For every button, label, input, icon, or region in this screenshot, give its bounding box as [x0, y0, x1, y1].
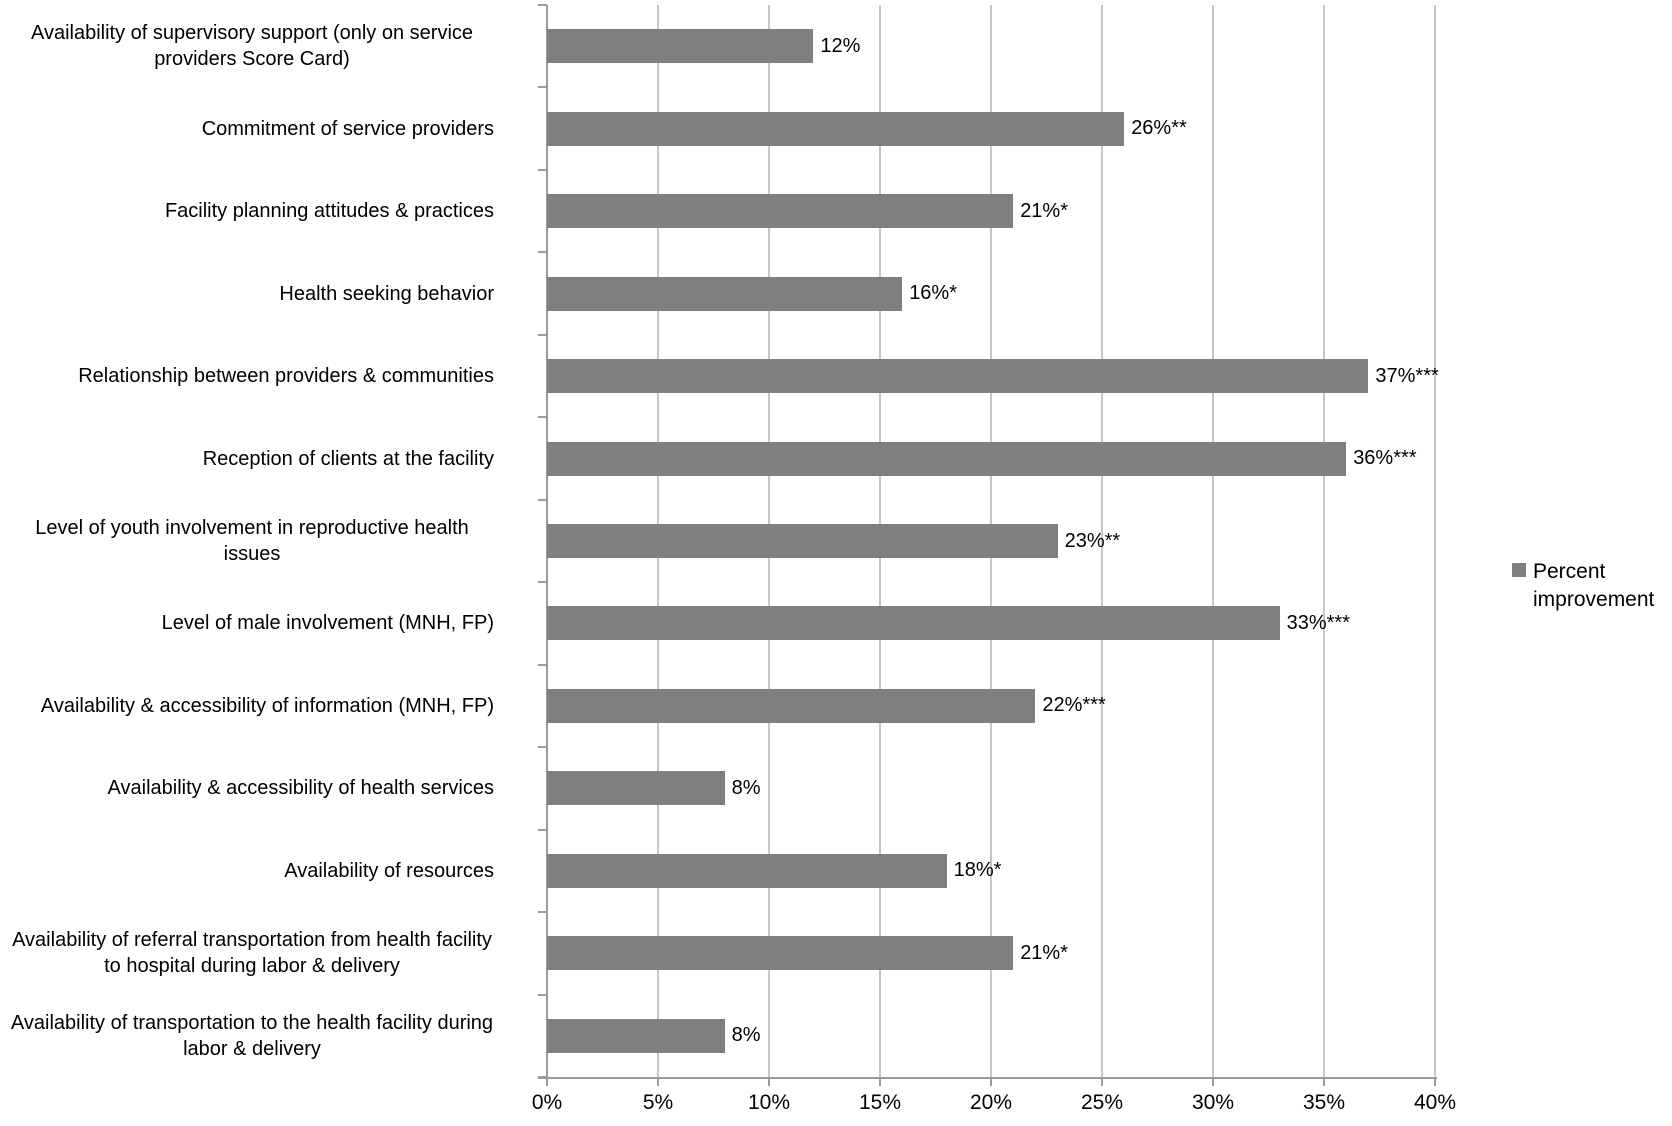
category-label-text: Level of male involvement (MNH, FP) — [161, 612, 494, 635]
gridline — [1101, 5, 1103, 1077]
y-axis-tick — [538, 4, 547, 6]
x-axis-tick — [1212, 1077, 1214, 1086]
category-label: Level of male involvement (MNH, FP) — [0, 582, 504, 664]
y-axis-tick — [538, 993, 547, 996]
x-axis-tick-label: 35% — [1302, 1091, 1346, 1114]
bar-value-label: 8% — [731, 776, 761, 799]
gridline — [1323, 5, 1325, 1077]
bar-value-label: 36%*** — [1353, 447, 1417, 470]
y-axis-tick — [538, 663, 547, 666]
y-axis-tick — [538, 333, 547, 336]
category-label: Availability of supervisory support (onl… — [0, 5, 504, 87]
gridline — [1212, 5, 1214, 1077]
legend-label: Percent improvement — [1533, 560, 1655, 612]
y-axis-tick — [538, 498, 547, 501]
category-label-text: Availability of resources — [284, 859, 494, 882]
category-label-text: Reception of clients at the facility — [202, 447, 494, 470]
x-axis-line — [538, 1077, 1437, 1079]
x-axis-tick-label: 25% — [1080, 1091, 1124, 1114]
gridline — [1434, 5, 1436, 1077]
x-axis-tick — [879, 1077, 881, 1086]
category-label-text: Commitment of service providers — [201, 117, 494, 140]
category-label: Level of youth involvement in reproducti… — [0, 500, 504, 582]
x-axis-tick-label: 30% — [1191, 1091, 1235, 1114]
bar-value-label: 8% — [731, 1024, 761, 1047]
category-label: Availability of referral transportation … — [0, 912, 504, 994]
category-label-text: Availability of supervisory support (onl… — [30, 22, 474, 71]
x-axis-tick-label: 0% — [531, 1091, 563, 1114]
category-label-text: Health seeking behavior — [279, 282, 494, 305]
bar — [547, 688, 1036, 723]
bar — [547, 29, 814, 64]
category-label-text: Availability & accessibility of health s… — [107, 777, 494, 800]
y-axis-tick — [538, 416, 547, 419]
bar — [547, 1018, 725, 1053]
bar — [547, 276, 903, 311]
category-label: Availability of resources — [0, 830, 504, 912]
y-axis-tick — [538, 168, 547, 171]
bar — [547, 771, 725, 806]
category-label-text: Facility planning attitudes & practices — [164, 200, 494, 223]
bar-value-label: 18%* — [953, 859, 1002, 882]
x-axis-tick-label: 5% — [642, 1091, 674, 1114]
bar-value-label: 26%** — [1131, 117, 1187, 140]
x-axis-tick — [546, 1077, 548, 1086]
bar-value-label: 33%*** — [1286, 611, 1350, 634]
category-label-text: Availability & accessibility of informat… — [40, 694, 494, 717]
category-label-text: Availability of transportation to the he… — [10, 1011, 494, 1060]
x-axis-tick-label: 10% — [747, 1091, 791, 1114]
bar — [547, 606, 1280, 641]
category-label: Facility planning attitudes & practices — [0, 170, 504, 252]
x-axis-tick — [990, 1077, 992, 1086]
bar-value-label: 22%*** — [1042, 694, 1106, 717]
x-axis-tick-label: 15% — [858, 1091, 902, 1114]
bar — [547, 194, 1014, 229]
x-axis-tick-label: 40% — [1413, 1091, 1457, 1114]
bar — [547, 936, 1014, 971]
bar-value-label: 23%** — [1064, 529, 1121, 552]
category-label: Reception of clients at the facility — [0, 417, 504, 499]
bar — [547, 853, 947, 888]
bar — [547, 441, 1347, 476]
category-label-text: Relationship between providers & communi… — [78, 365, 494, 388]
legend: Percent improvement — [1512, 558, 1668, 615]
bar — [547, 524, 1058, 558]
x-axis-tick — [1101, 1077, 1103, 1086]
category-label: Commitment of service providers — [0, 87, 504, 169]
x-axis-tick — [657, 1077, 659, 1086]
y-axis-tick — [538, 911, 547, 914]
bar — [547, 111, 1125, 146]
category-label: Health seeking behavior — [0, 252, 504, 334]
legend-swatch-icon — [1512, 563, 1526, 577]
y-axis-tick — [538, 581, 547, 584]
x-axis-tick — [768, 1077, 770, 1086]
category-label-text: Level of youth involvement in reproducti… — [35, 516, 469, 565]
category-label: Relationship between providers & communi… — [0, 335, 504, 417]
category-label: Availability & accessibility of health s… — [0, 747, 504, 829]
bar-value-label: 21%* — [1020, 199, 1068, 222]
x-axis-tick-label: 20% — [969, 1091, 1013, 1114]
category-label: Availability of transportation to the he… — [0, 995, 504, 1077]
category-label: Availability & accessibility of informat… — [0, 665, 504, 747]
bar-value-label: 21%* — [1020, 941, 1068, 964]
bar — [547, 359, 1369, 394]
x-axis-tick — [1434, 1077, 1436, 1086]
bar-value-label: 37%*** — [1375, 364, 1439, 387]
y-axis-tick — [538, 746, 547, 749]
bar-value-label: 12% — [820, 34, 861, 57]
y-axis-tick — [538, 1076, 547, 1078]
y-axis-tick — [538, 828, 547, 831]
category-label-text: Availability of referral transportation … — [12, 929, 492, 978]
x-axis-tick — [1323, 1077, 1325, 1086]
y-axis-tick — [538, 251, 547, 254]
bar-value-label: 16%* — [909, 282, 957, 305]
y-axis-tick — [538, 86, 547, 89]
